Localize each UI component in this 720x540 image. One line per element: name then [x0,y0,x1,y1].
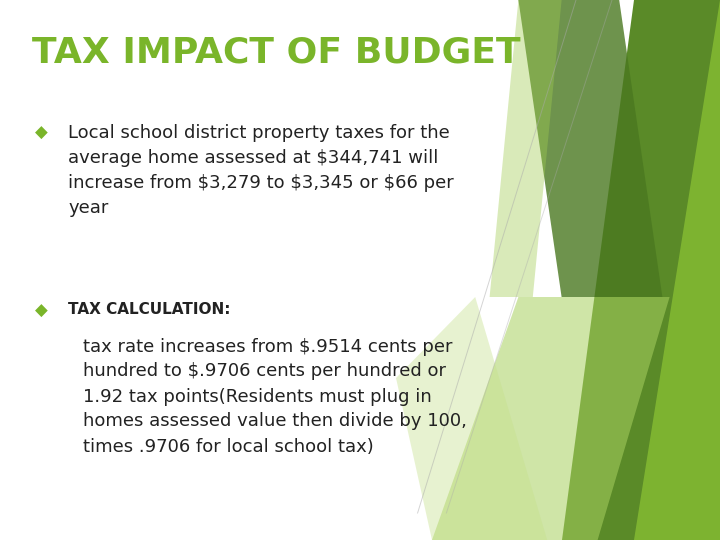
Text: ◆: ◆ [35,302,48,320]
Polygon shape [396,297,547,540]
Text: tax rate increases from $.9514 cents per
hundred to $.9706 cents per hundred or
: tax rate increases from $.9514 cents per… [83,338,467,456]
Text: TAX CALCULATION:: TAX CALCULATION: [68,302,231,318]
Polygon shape [490,0,562,297]
Text: ◆: ◆ [35,124,48,142]
Text: Local school district property taxes for the
average home assessed at $344,741 w: Local school district property taxes for… [68,124,454,217]
Polygon shape [562,0,720,540]
Polygon shape [432,297,670,540]
Text: TAX IMPACT OF BUDGET: TAX IMPACT OF BUDGET [32,35,521,69]
Polygon shape [518,0,662,297]
Polygon shape [634,0,720,540]
